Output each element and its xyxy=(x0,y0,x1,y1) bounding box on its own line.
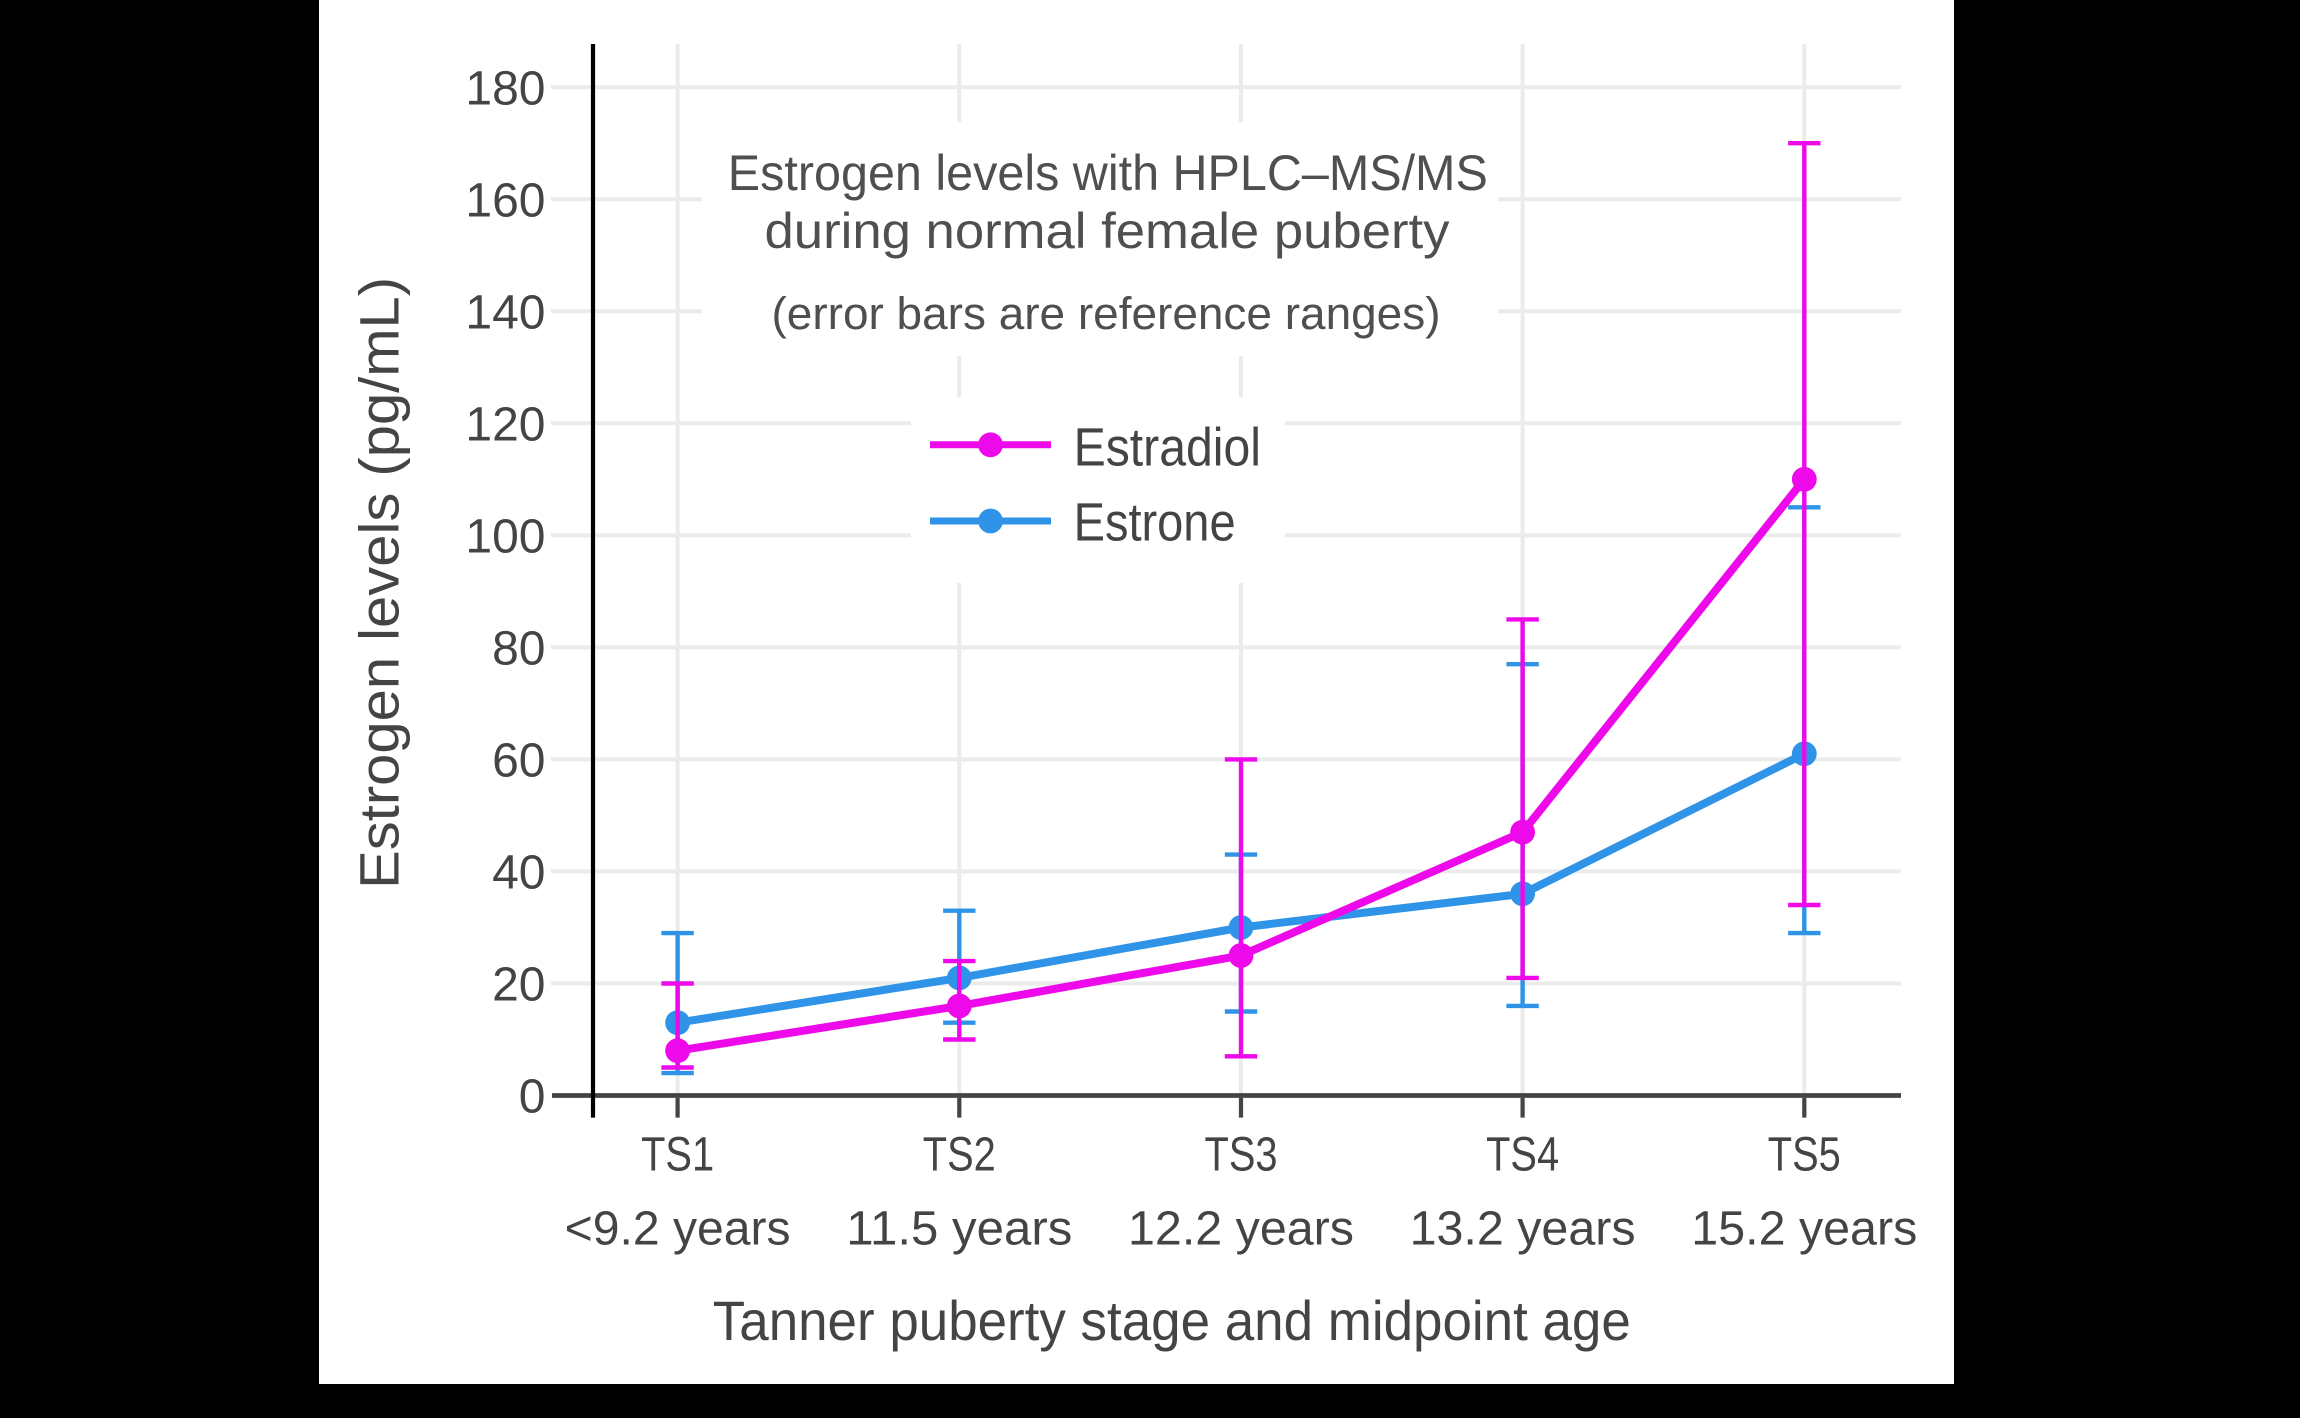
svg-text:15.2 years: 15.2 years xyxy=(1691,1202,1917,1255)
svg-text:180: 180 xyxy=(465,62,545,115)
svg-text:TS1: TS1 xyxy=(641,1129,714,1182)
svg-text:Estrone: Estrone xyxy=(1074,493,1236,553)
svg-text:0: 0 xyxy=(519,1071,546,1124)
svg-text:100: 100 xyxy=(465,511,545,564)
svg-text:140: 140 xyxy=(465,287,545,340)
svg-text:TS5: TS5 xyxy=(1768,1129,1841,1182)
svg-text:TS3: TS3 xyxy=(1205,1129,1278,1182)
svg-text:13.2 years: 13.2 years xyxy=(1410,1202,1636,1255)
svg-text:(error bars are reference rang: (error bars are reference ranges) xyxy=(772,288,1441,339)
svg-text:60: 60 xyxy=(492,735,545,788)
svg-text:20: 20 xyxy=(492,959,545,1012)
svg-text:during normal female puberty: during normal female puberty xyxy=(765,203,1450,259)
svg-text:12.2 years: 12.2 years xyxy=(1128,1202,1354,1255)
svg-text:80: 80 xyxy=(492,623,545,676)
svg-text:<9.2 years: <9.2 years xyxy=(565,1202,791,1255)
svg-text:Estrogen levels with HPLC–MS/M: Estrogen levels with HPLC–MS/MS xyxy=(728,145,1488,201)
svg-text:40: 40 xyxy=(492,847,545,900)
svg-text:Tanner puberty stage and midpo: Tanner puberty stage and midpoint age xyxy=(713,1289,1631,1352)
svg-text:Estradiol: Estradiol xyxy=(1074,418,1261,478)
svg-text:Estrogen levels (pg/mL): Estrogen levels (pg/mL) xyxy=(348,277,411,889)
svg-text:TS2: TS2 xyxy=(923,1129,996,1182)
svg-text:160: 160 xyxy=(465,175,545,228)
svg-text:11.5 years: 11.5 years xyxy=(846,1202,1072,1255)
svg-text:TS4: TS4 xyxy=(1486,1129,1559,1182)
svg-text:120: 120 xyxy=(465,399,545,452)
